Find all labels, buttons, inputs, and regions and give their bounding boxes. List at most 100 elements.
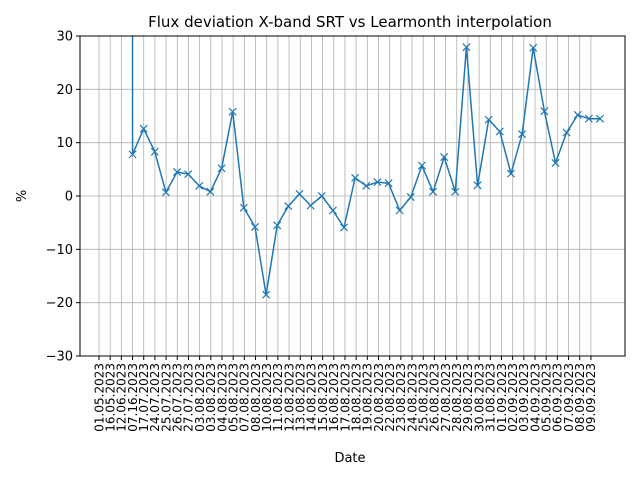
x-tick-label: 10.08.2023 <box>260 363 274 432</box>
marker-stroke <box>239 203 248 212</box>
x-tick-label: 12.06.2023 <box>115 363 129 432</box>
marker-stroke <box>451 187 460 196</box>
data-point-marker <box>395 206 404 215</box>
x-tick-label: 03.08.2023 <box>193 363 207 432</box>
x-tick-label: 08.09.2023 <box>573 363 587 432</box>
data-point-marker <box>462 43 471 52</box>
x-tick-label: 22.08.2023 <box>383 363 397 432</box>
marker-stroke <box>540 107 549 116</box>
x-tick-label: 14.08.2023 <box>305 363 319 432</box>
data-point-marker <box>429 187 438 196</box>
data-point-marker <box>250 222 259 231</box>
marker-stroke <box>262 290 271 299</box>
marker-stroke <box>495 127 504 136</box>
data-point-marker <box>150 147 159 156</box>
data-point-marker <box>351 173 360 182</box>
x-tick-label: 31.08.2023 <box>484 363 498 432</box>
marker-stroke <box>150 147 159 156</box>
data-point-marker <box>239 203 248 212</box>
data-point-marker <box>440 153 449 162</box>
y-tick-label: 20 <box>56 83 73 98</box>
y-axis-label: % <box>15 190 30 202</box>
data-point-marker <box>384 179 393 188</box>
data-point-marker <box>328 206 337 215</box>
x-tick-label: 16.08.2023 <box>327 363 341 432</box>
data-point-marker <box>339 223 349 232</box>
x-tick-label: 07.09.2023 <box>562 363 576 432</box>
marker-stroke <box>195 181 204 190</box>
marker-stroke <box>139 124 148 133</box>
marker-stroke <box>506 169 515 178</box>
data-point-marker <box>573 110 582 119</box>
x-tick-label: 17.07.2023 <box>137 363 151 432</box>
x-tick-label: 23.08.2023 <box>394 363 408 432</box>
data-point-marker <box>362 181 371 190</box>
x-tick-label: 13.08.2023 <box>294 363 308 432</box>
marker-stroke <box>384 179 393 188</box>
x-tick-label: 05.09.2023 <box>540 363 554 432</box>
data-point-marker <box>273 221 282 230</box>
marker-stroke <box>328 206 337 215</box>
x-tick-label: 16.05.2023 <box>103 363 117 432</box>
marker-stroke <box>429 187 438 196</box>
data-point-marker <box>262 290 271 299</box>
x-tick-label: 05.08.2023 <box>226 363 240 432</box>
marker-stroke <box>573 110 582 119</box>
x-tick-label: 29.08.2023 <box>461 363 475 432</box>
marker-stroke <box>473 181 482 190</box>
data-point-marker <box>417 161 426 170</box>
x-tick-label: 02.09.2023 <box>506 363 520 432</box>
data-point-marker <box>306 201 315 210</box>
x-tick-label: 27.07.2023 <box>182 363 196 432</box>
data-point-marker <box>595 114 605 123</box>
data-point-marker <box>551 158 560 167</box>
marker-stroke <box>206 187 215 196</box>
marker-stroke <box>529 43 538 52</box>
x-tick-label: 18.08.2023 <box>349 363 363 432</box>
marker-stroke <box>595 114 605 123</box>
x-tick-label: 25.08.2023 <box>417 363 431 432</box>
marker-stroke <box>173 167 182 177</box>
marker-stroke <box>440 153 449 162</box>
x-tick-label: 17.08.2023 <box>338 363 352 432</box>
data-point-marker <box>406 193 415 202</box>
chart-title: Flux deviation X-band SRT vs Learmonth i… <box>148 13 552 31</box>
marker-stroke <box>250 222 259 231</box>
x-tick-label: 20.08.2023 <box>372 363 386 432</box>
data-point-marker <box>161 188 170 197</box>
x-tick-label: 03.09.2023 <box>517 363 531 432</box>
marker-stroke <box>295 189 304 198</box>
data-point-marker <box>206 187 215 196</box>
x-tick-label: 26.07.2023 <box>171 363 185 432</box>
marker-stroke <box>362 181 371 190</box>
x-tick-label: 11.08.2023 <box>271 363 285 432</box>
data-point-marker <box>518 130 527 139</box>
data-point-marker <box>128 150 137 159</box>
data-point-marker <box>284 202 293 211</box>
marker-stroke <box>128 150 137 159</box>
x-tick-label: 19.08.2023 <box>361 363 375 432</box>
marker-stroke <box>417 161 426 170</box>
x-axis-ticks: 01.05.202316.05.202312.06.202307.16.2023… <box>92 356 598 432</box>
data-point-marker <box>506 169 515 178</box>
data-point-marker <box>228 107 237 116</box>
x-tick-label: 26.08.2023 <box>428 363 442 432</box>
x-tick-label: 07.16.2023 <box>126 363 140 432</box>
x-tick-label: 24.07.2023 <box>148 363 162 432</box>
x-tick-label: 15.08.2023 <box>316 363 330 432</box>
deviation-series <box>128 36 605 299</box>
marker-stroke <box>584 114 593 123</box>
x-tick-label: 09.09.2023 <box>584 363 598 432</box>
data-point-marker <box>540 107 549 116</box>
x-tick-label: 27.08.2023 <box>439 363 453 432</box>
series-line <box>131 46 600 296</box>
marker-stroke <box>317 191 326 201</box>
marker-stroke <box>228 107 237 116</box>
marker-stroke <box>306 201 315 210</box>
marker-stroke <box>339 223 349 232</box>
y-tick-label: 10 <box>56 136 73 151</box>
y-tick-label: −30 <box>46 350 73 365</box>
data-point-marker <box>184 170 193 179</box>
marker-stroke <box>373 178 382 187</box>
